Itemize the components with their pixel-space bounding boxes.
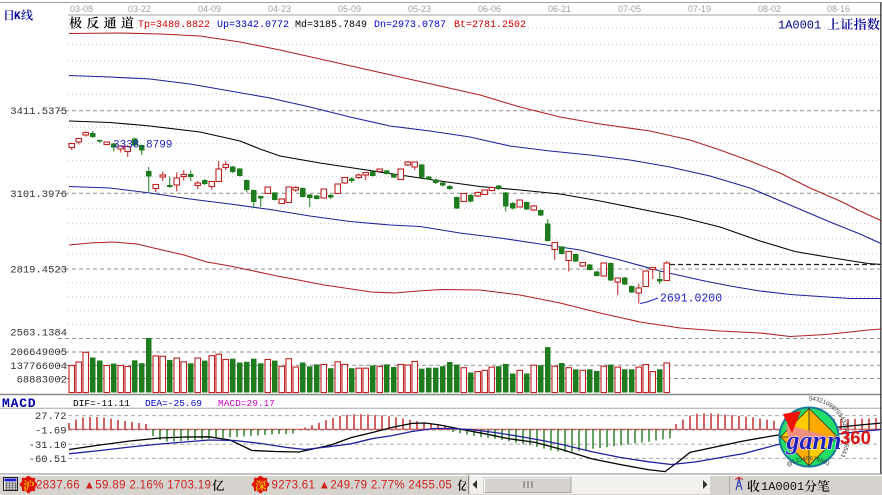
svg-text:2563.1384: 2563.1384 (10, 328, 67, 340)
svg-text:Bt=2781.2502: Bt=2781.2502 (454, 20, 526, 31)
svg-text:1A0001: 1A0001 (778, 19, 821, 33)
svg-text:206649005: 206649005 (10, 347, 67, 359)
svg-text:08-16: 08-16 (827, 4, 850, 14)
svg-text:06-06: 06-06 (478, 4, 501, 14)
svg-text:03-08: 03-08 (70, 4, 93, 14)
svg-text:137766004: 137766004 (10, 361, 67, 373)
svg-text:06-21: 06-21 (548, 4, 571, 14)
svg-text:DEA=-25.69: DEA=-25.69 (145, 398, 202, 409)
svg-text:2837.66 ▲59.89 2.16% 1703.19: 2837.66 ▲59.89 2.16% 1703.19 (36, 480, 211, 492)
svg-text:07-19: 07-19 (688, 4, 711, 14)
svg-text:Up=3342.0772: Up=3342.0772 (217, 20, 289, 31)
svg-text:K: K (14, 11, 21, 23)
svg-text:08-02: 08-02 (758, 4, 781, 14)
svg-text:-31.10: -31.10 (29, 440, 67, 452)
svg-text:gann: gann (786, 426, 842, 455)
svg-text:-1.69: -1.69 (35, 426, 67, 438)
svg-text:360: 360 (840, 427, 871, 448)
svg-text:-60.51: -60.51 (29, 454, 67, 466)
svg-text:2691.0200: 2691.0200 (660, 293, 722, 306)
svg-text:9273.61 ▲249.79 2.77% 2455.05: 9273.61 ▲249.79 2.77% 2455.05 (272, 480, 453, 492)
svg-text:68883002: 68883002 (17, 375, 67, 387)
svg-text:05-23: 05-23 (408, 4, 431, 14)
svg-text:05-09: 05-09 (338, 4, 361, 14)
svg-text:MACD=29.17: MACD=29.17 (218, 398, 275, 409)
svg-text:3101.3976: 3101.3976 (10, 189, 67, 201)
svg-text:Dn=2973.0787: Dn=2973.0787 (374, 20, 446, 31)
svg-text:Md=3185.7849: Md=3185.7849 (295, 19, 367, 31)
svg-text:3411.5375: 3411.5375 (10, 106, 67, 118)
svg-text:1A0001: 1A0001 (761, 480, 804, 494)
svg-text:Tp=3480.8822: Tp=3480.8822 (138, 20, 210, 31)
svg-text:DIF=-11.11: DIF=-11.11 (73, 398, 130, 409)
svg-text:3338.8799: 3338.8799 (113, 140, 172, 152)
svg-text:27.72: 27.72 (35, 411, 67, 423)
svg-text:04-09: 04-09 (198, 4, 221, 14)
svg-text:2819.4523: 2819.4523 (10, 265, 67, 277)
svg-text:MACD: MACD (2, 396, 36, 411)
svg-text:04-23: 04-23 (268, 4, 291, 14)
svg-text:07-05: 07-05 (618, 4, 641, 14)
svg-text:03-22: 03-22 (128, 4, 151, 14)
